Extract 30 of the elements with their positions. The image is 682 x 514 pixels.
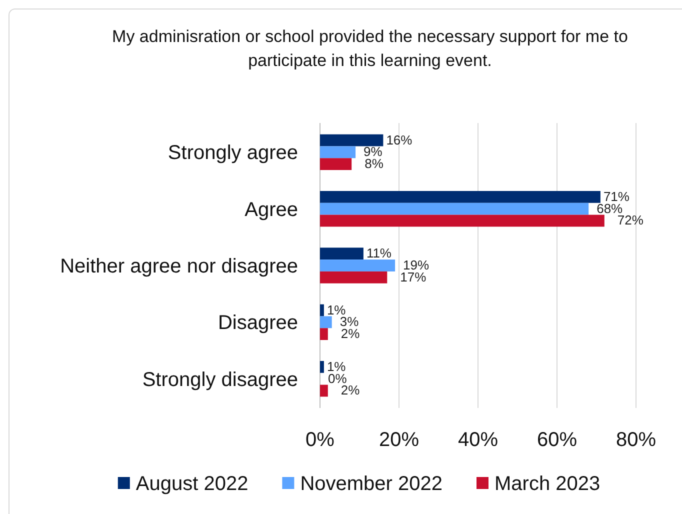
bar xyxy=(320,190,600,203)
bar xyxy=(320,360,324,373)
y-tick-label: Disagree xyxy=(218,312,298,334)
data-label: 16% xyxy=(386,132,413,148)
bar xyxy=(320,304,324,316)
data-label: 11% xyxy=(366,246,392,261)
bar xyxy=(320,248,364,260)
bar xyxy=(320,271,388,284)
bar xyxy=(320,260,396,272)
bar xyxy=(320,214,604,227)
y-tick-label: Strongly disagree xyxy=(142,368,298,391)
bar xyxy=(320,316,332,328)
x-tick-label: 40% xyxy=(458,429,498,451)
x-tick-label: 20% xyxy=(378,429,420,451)
y-tick-label: Strongly agree xyxy=(168,142,298,164)
legend-label: August 2022 xyxy=(136,473,248,495)
bar xyxy=(320,158,352,170)
y-tick-label: Agree xyxy=(244,198,298,221)
y-tick-label: Neither agree nor disagree xyxy=(60,256,298,278)
bar xyxy=(320,202,589,215)
bar xyxy=(320,146,356,158)
bar xyxy=(320,384,328,397)
bar xyxy=(320,328,328,340)
chart-title: My adminisration or school provided the necessary support for me to participate in this learning event. xyxy=(112,27,628,70)
bar xyxy=(320,134,384,146)
legend-label: November 2022 xyxy=(300,473,443,495)
legend-label: March 2023 xyxy=(494,473,600,495)
x-tick-label: 0% xyxy=(306,429,335,451)
x-tick-label: 60% xyxy=(536,429,578,451)
x-tick-label: 80% xyxy=(616,429,656,451)
